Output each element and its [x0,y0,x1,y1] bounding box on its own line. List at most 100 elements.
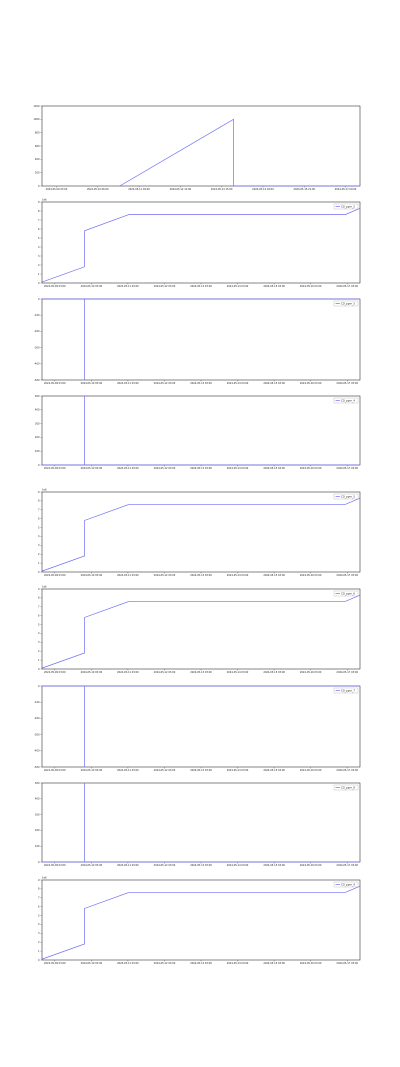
y-tick-label: 1000 [33,118,40,121]
x-tick-label: 2024-05-10 03:00 [81,574,103,577]
series-line [42,783,360,863]
x-tick-label: 2024-05-11 03:00 [117,962,139,965]
y-tick-label: -200 [34,717,40,720]
y-tick-label: 300 [35,813,40,816]
y-tick-label: 8 [38,888,40,891]
y-tick-label: 7 [38,897,40,900]
x-tick-label: 2024-05-15 03:00 [263,285,285,288]
x-tick-label: 2024-05-13 03:00 [190,962,212,965]
y-tick-label: 300 [35,422,40,425]
series-line [42,298,360,380]
x-tick-label: 2024-05-12 03:00 [154,671,176,674]
y-tick-label: 7 [38,219,40,222]
y-tick-label: 600 [35,145,40,148]
legend: CO_ppm_5 [333,493,359,500]
x-tick-label: 2024-05-10 03:00 [81,671,103,674]
x-tick-label: 2024-05-10 03:00 [81,285,103,288]
y-tick-label: 0 [38,861,40,864]
y-tick-label: 6 [38,614,40,617]
x-tick-label: 2024-05-17 03:00 [336,769,358,772]
y-tick-label: 400 [35,158,40,161]
y-tick-label: 6 [38,905,40,908]
x-tick-label: 2024-05-11 03:00 [117,671,139,674]
legend: CO_ppm_2 [333,203,359,210]
y-tick-label: -200 [34,330,40,333]
y-tick-label: 1 [38,562,40,565]
y-tick-label: 0 [38,668,40,671]
legend-label: CO_ppm_7 [341,688,355,692]
chart-panel-1: 0 200 400 600 800 1000 1200 2024-05-09 03:00 202… [33,105,361,191]
legend: CO_ppm_4 [333,397,359,404]
legend-label: CO_ppm_4 [341,398,355,402]
y-tick-label: 5 [38,623,40,626]
chart-panel-2: 0 1 2 3 4 5 6 7 8 9 2024-05-09 03:00 2024-05-10 03:… [38,199,361,288]
x-tick-label: 2024-05-17 00:00 [335,188,357,191]
y-tick-label: 3 [38,544,40,547]
x-tick-label: 2024-05-09 03:00 [44,962,66,965]
y-tick-label: 6 [38,517,40,520]
x-tick-label: 2024-05-16 03:00 [300,285,322,288]
y-tick-label: 0 [38,571,40,574]
y-tick-label: 4 [38,246,40,249]
y-tick-label: 9 [38,879,40,882]
x-tick-label: 2024-05-16 03:00 [300,864,322,867]
y-tick-label: -500 [34,379,40,382]
x-tick-label: 2024-05-09 03:00 [44,769,66,772]
x-tick-label: 2024-05-11 03:00 [117,285,139,288]
y-tick-label: 8 [38,597,40,600]
y-tick-label: 100 [35,845,40,848]
x-tick-label: 2024-05-12 03:00 [154,574,176,577]
x-tick-label: 2024-05-14 03:00 [227,769,249,772]
x-tick-label: 2024-05-12 12:00 [170,188,192,191]
chart-panel-8: 0 100 200 300 400 500 2024-05-09 03:00 2024-05-… [35,782,361,867]
y-tick-label: 0 [38,185,40,188]
y-tick-label: 1 [38,950,40,953]
x-tick-label: 2024-05-09 03:00 [44,382,66,385]
y-tick-label: 3 [38,641,40,644]
y-tick-label: 2 [38,264,40,267]
x-tick-label: 2024-05-17 03:00 [336,382,358,385]
y-tick-label: 100 [35,450,40,453]
y-tick-label: 5 [38,237,40,240]
y-tick-label: 2 [38,650,40,653]
x-tick-label: 2024-05-12 03:00 [154,382,176,385]
legend-label: CO_ppm_2 [341,204,355,208]
y-tick-label: 1 [38,659,40,662]
plot-frame [41,395,361,466]
y-tick-label: -100 [34,314,40,317]
x-tick-label: 2024-05-14 18:00 [252,188,274,191]
x-tick-label: 2024-05-09 03:00 [44,467,66,470]
x-tick-label: 2024-05-17 03:00 [336,467,358,470]
x-tick-label: 2024-05-12 03:00 [154,769,176,772]
x-tick-label: 2024-05-17 03:00 [336,671,358,674]
x-tick-label: 2024-05-10 03:00 [81,467,103,470]
x-tick-label: 2024-05-09 03:00 [44,671,66,674]
x-tick-label: 2024-05-10 03:00 [81,864,103,867]
y-tick-label: 5 [38,526,40,529]
y-tick-label: -300 [34,346,40,349]
y-tick-label: 500 [35,395,40,398]
y-tick-label: 0 [38,959,40,962]
legend: CO_ppm_3 [333,300,359,307]
y-tick-label: 4 [38,923,40,926]
x-tick-label: 2024-05-16 03:00 [300,769,322,772]
x-tick-label: 2024-05-14 03:00 [227,671,249,674]
y-tick-label: 7 [38,509,40,512]
x-tick-label: 2024-05-13 03:00 [190,382,212,385]
x-tick-label: 2024-05-14 03:00 [227,467,249,470]
x-tick-label: 2024-05-17 03:00 [336,574,358,577]
y-tick-label: 400 [35,798,40,801]
x-tick-label: 2024-05-13 03:00 [190,769,212,772]
x-tick-label: 2024-05-13 03:00 [190,864,212,867]
legend-label: CO_ppm_9 [341,882,355,886]
y-tick-label: 8 [38,500,40,503]
x-tick-label: 2024-05-16 03:00 [300,962,322,965]
offset-text: 1e6 [42,199,47,202]
x-tick-label: 2024-05-11 03:00 [117,574,139,577]
x-tick-label: 2024-05-13 03:00 [190,671,212,674]
y-tick-label: 9 [38,588,40,591]
x-tick-label: 2024-05-11 09:00 [128,188,150,191]
y-tick-label: 2 [38,553,40,556]
y-tick-label: 200 [35,829,40,832]
y-tick-label: 1200 [33,105,40,108]
